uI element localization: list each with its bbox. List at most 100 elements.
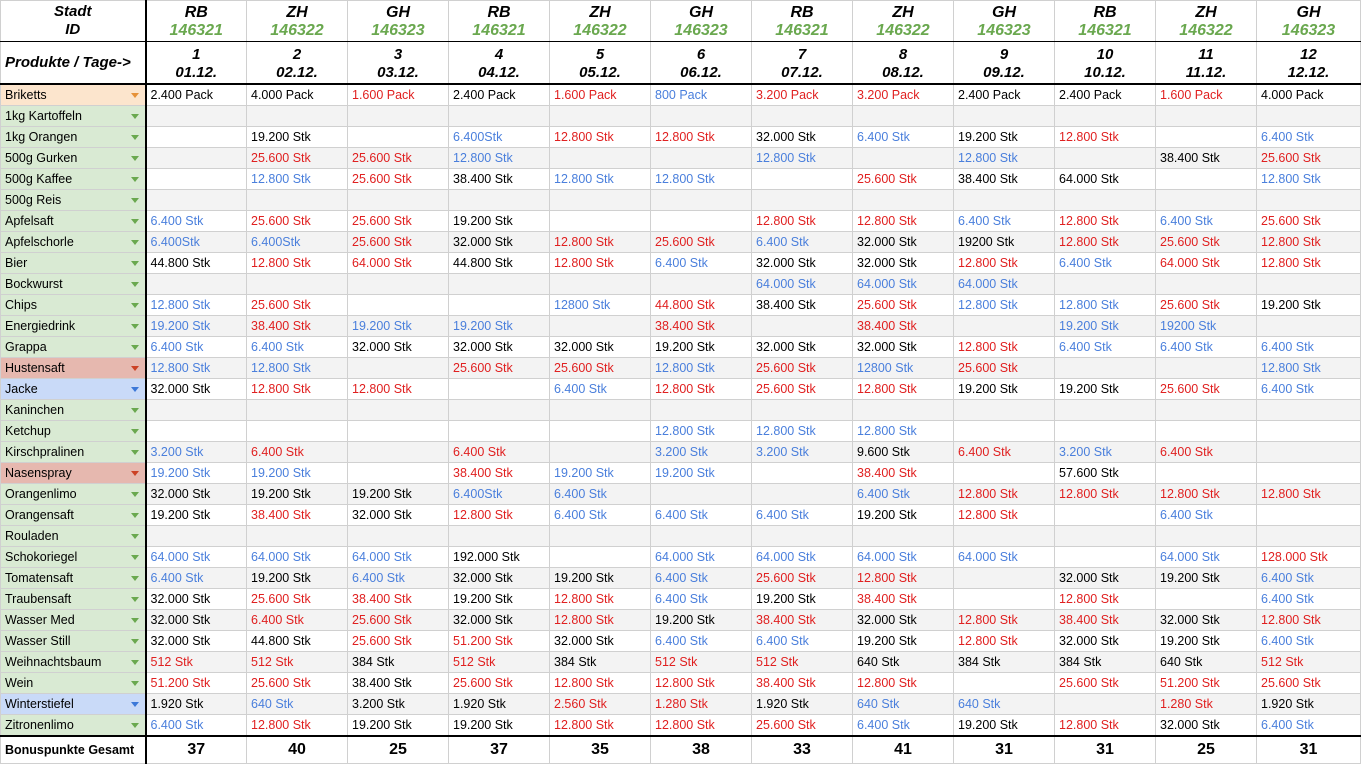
quantity-cell[interactable]: 19.200 Stk — [852, 630, 954, 652]
product-dropdown[interactable]: Tomatensaft — [0, 567, 147, 589]
quantity-cell[interactable] — [1054, 525, 1156, 547]
quantity-cell[interactable]: 12.800 Stk — [650, 168, 752, 190]
quantity-cell[interactable]: 9.600 Stk — [852, 441, 954, 463]
product-dropdown[interactable]: Bier — [0, 252, 147, 274]
product-dropdown[interactable]: Energiedrink — [0, 315, 147, 337]
quantity-cell[interactable]: 64.000 Stk — [953, 546, 1055, 568]
quantity-cell[interactable] — [852, 147, 954, 169]
quantity-cell[interactable] — [347, 525, 449, 547]
quantity-cell[interactable] — [448, 525, 550, 547]
quantity-cell[interactable]: 6.400 Stk — [246, 441, 348, 463]
quantity-cell[interactable] — [751, 462, 853, 484]
quantity-cell[interactable] — [448, 273, 550, 295]
quantity-cell[interactable] — [145, 105, 247, 127]
quantity-cell[interactable]: 32.000 Stk — [145, 609, 247, 631]
quantity-cell[interactable]: 1.920 Stk — [145, 693, 247, 715]
quantity-cell[interactable]: 25.600 Stk — [751, 714, 853, 737]
quantity-cell[interactable] — [852, 399, 954, 421]
dropdown-arrow-icon[interactable] — [130, 324, 139, 329]
quantity-cell[interactable]: 3.200 Pack — [852, 83, 954, 106]
quantity-cell[interactable]: 6.400 Stk — [1256, 336, 1361, 358]
column-header-city[interactable]: GH 146323 — [1256, 0, 1361, 42]
quantity-cell[interactable]: 32.000 Stk — [145, 588, 247, 610]
column-header-city[interactable]: ZH 146322 — [1155, 0, 1257, 42]
quantity-cell[interactable]: 6.400 Stk — [953, 210, 1055, 232]
quantity-cell[interactable]: 4.000 Pack — [246, 83, 348, 106]
quantity-cell[interactable]: 19200 Stk — [1155, 315, 1257, 337]
quantity-cell[interactable] — [852, 525, 954, 547]
dropdown-arrow-icon[interactable] — [130, 387, 139, 392]
quantity-cell[interactable]: 38.400 Stk — [448, 462, 550, 484]
quantity-cell[interactable] — [347, 420, 449, 442]
column-header-city[interactable]: GH 146323 — [953, 0, 1055, 42]
quantity-cell[interactable]: 12.800 Stk — [953, 504, 1055, 526]
quantity-cell[interactable]: 38.400 Stk — [852, 315, 954, 337]
bonus-total-cell[interactable]: 31 — [1054, 735, 1156, 764]
bonus-total-cell[interactable]: 31 — [953, 735, 1055, 764]
quantity-cell[interactable]: 6.400 Stk — [751, 630, 853, 652]
quantity-cell[interactable] — [953, 189, 1055, 211]
quantity-cell[interactable] — [953, 672, 1055, 694]
quantity-cell[interactable] — [1054, 357, 1156, 379]
quantity-cell[interactable] — [1256, 441, 1361, 463]
quantity-cell[interactable]: 19.200 Stk — [246, 483, 348, 505]
dropdown-arrow-icon[interactable] — [130, 198, 139, 203]
quantity-cell[interactable]: 12.800 Stk — [650, 126, 752, 148]
quantity-cell[interactable] — [751, 399, 853, 421]
product-dropdown[interactable]: Nasenspray — [0, 462, 147, 484]
dropdown-arrow-icon[interactable] — [130, 408, 139, 413]
dropdown-arrow-icon[interactable] — [130, 219, 139, 224]
quantity-cell[interactable]: 3.200 Stk — [145, 441, 247, 463]
quantity-cell[interactable]: 25.600 Stk — [1155, 294, 1257, 316]
quantity-cell[interactable]: 19.200 Stk — [650, 336, 752, 358]
quantity-cell[interactable]: 6.400 Stk — [1155, 336, 1257, 358]
quantity-cell[interactable]: 800 Pack — [650, 83, 752, 106]
quantity-cell[interactable]: 4.000 Pack — [1256, 83, 1361, 106]
quantity-cell[interactable]: 19.200 Stk — [1155, 567, 1257, 589]
quantity-cell[interactable] — [145, 126, 247, 148]
quantity-cell[interactable]: 6.400 Stk — [650, 630, 752, 652]
quantity-cell[interactable] — [347, 357, 449, 379]
quantity-cell[interactable]: 25.600 Stk — [1256, 672, 1361, 694]
quantity-cell[interactable] — [751, 525, 853, 547]
quantity-cell[interactable]: 32.000 Stk — [448, 231, 550, 253]
quantity-cell[interactable] — [1256, 399, 1361, 421]
quantity-cell[interactable] — [751, 315, 853, 337]
quantity-cell[interactable]: 6.400 Stk — [751, 231, 853, 253]
quantity-cell[interactable]: 12.800 Stk — [650, 420, 752, 442]
product-dropdown[interactable]: 500g Gurken — [0, 147, 147, 169]
corner-city-id[interactable]: Stadt ID — [0, 0, 147, 42]
quantity-cell[interactable] — [145, 420, 247, 442]
quantity-cell[interactable]: 6.400 Stk — [145, 714, 247, 737]
quantity-cell[interactable]: 12.800 Stk — [1256, 168, 1361, 190]
quantity-cell[interactable]: 64.000 Stk — [852, 273, 954, 295]
quantity-cell[interactable]: 19.200 Stk — [246, 567, 348, 589]
dropdown-arrow-icon[interactable] — [130, 492, 139, 497]
column-header-day[interactable]: 5 05.12. — [549, 41, 651, 85]
product-dropdown[interactable]: 1kg Kartoffeln — [0, 105, 147, 127]
quantity-cell[interactable]: 6.400 Stk — [852, 126, 954, 148]
column-header-day[interactable]: 9 09.12. — [953, 41, 1055, 85]
quantity-cell[interactable] — [1155, 126, 1257, 148]
quantity-cell[interactable]: 25.600 Stk — [953, 357, 1055, 379]
quantity-cell[interactable]: 44.800 Stk — [246, 630, 348, 652]
quantity-cell[interactable]: 19.200 Stk — [751, 588, 853, 610]
quantity-cell[interactable]: 640 Stk — [1155, 651, 1257, 673]
quantity-cell[interactable]: 12.800 Stk — [1054, 483, 1156, 505]
quantity-cell[interactable]: 25.600 Stk — [1054, 672, 1156, 694]
quantity-cell[interactable]: 19.200 Stk — [1054, 378, 1156, 400]
quantity-cell[interactable] — [145, 273, 247, 295]
product-dropdown[interactable]: Briketts — [0, 83, 147, 106]
column-header-day[interactable]: 8 08.12. — [852, 41, 954, 85]
quantity-cell[interactable] — [1256, 504, 1361, 526]
quantity-cell[interactable]: 6.400 Stk — [650, 504, 752, 526]
quantity-cell[interactable]: 12.800 Stk — [953, 147, 1055, 169]
quantity-cell[interactable]: 38.400 Stk — [650, 315, 752, 337]
quantity-cell[interactable]: 32.000 Stk — [549, 336, 651, 358]
quantity-cell[interactable]: 25.600 Stk — [246, 294, 348, 316]
quantity-cell[interactable] — [1155, 525, 1257, 547]
dropdown-arrow-icon[interactable] — [130, 450, 139, 455]
product-dropdown[interactable]: 500g Kaffee — [0, 168, 147, 190]
bonus-total-cell[interactable]: 31 — [1256, 735, 1361, 764]
quantity-cell[interactable]: 12800 Stk — [549, 294, 651, 316]
